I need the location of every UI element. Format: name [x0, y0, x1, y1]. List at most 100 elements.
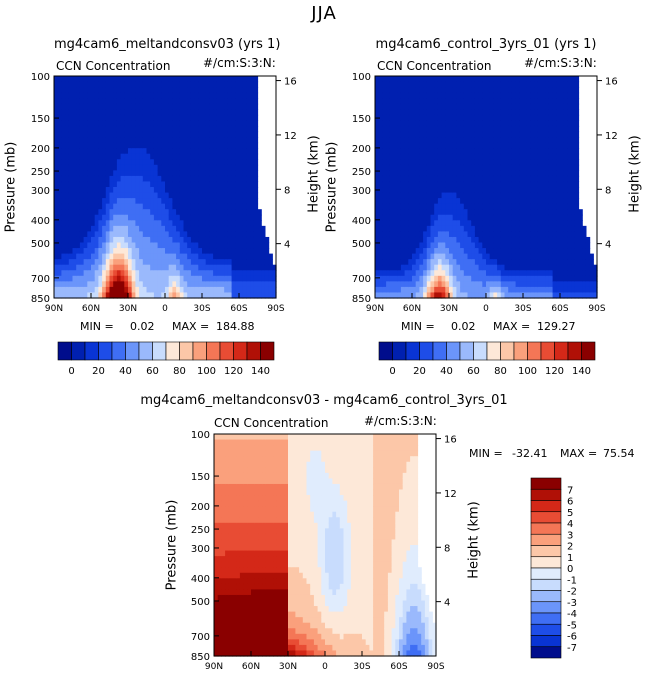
contour-cell — [205, 270, 210, 277]
contour-cell — [231, 148, 236, 155]
contour-cell — [415, 281, 420, 288]
contour-cell — [449, 264, 454, 271]
contour-cell — [102, 281, 107, 288]
contour-cell — [497, 142, 502, 149]
contour-cell — [456, 148, 461, 155]
contour-cell — [120, 253, 125, 260]
contour-cell — [408, 242, 413, 249]
contour-cell — [412, 192, 417, 199]
contour-cell — [213, 87, 218, 94]
contour-cell — [220, 120, 225, 127]
contour-cell — [216, 81, 222, 88]
contour-cell — [150, 236, 155, 244]
contour-cell — [214, 467, 219, 474]
contour-cell — [389, 153, 395, 160]
contour-cell — [519, 187, 524, 194]
contour-cell — [264, 292, 270, 299]
contour-cell — [423, 225, 428, 232]
contour-cell — [489, 92, 494, 99]
contour-cell — [560, 220, 565, 227]
contour-cell — [563, 259, 568, 266]
contour-cell — [478, 242, 483, 249]
contour-cell — [198, 109, 203, 116]
contour-cell — [426, 142, 432, 149]
contour-cell — [482, 76, 487, 83]
contour-cell — [225, 583, 230, 590]
contour-cell — [389, 81, 395, 88]
contour-cell — [426, 248, 432, 255]
contour-cell — [202, 148, 207, 155]
contour-cell — [242, 109, 247, 116]
panel2-min-label: MIN = — [401, 320, 435, 333]
contour-cell — [375, 214, 380, 221]
contour-cell — [202, 120, 207, 127]
contour-cell — [235, 187, 240, 194]
contour-cell — [98, 164, 103, 171]
contour-cell — [541, 292, 546, 299]
contour-cell — [79, 242, 85, 249]
contour-cell — [486, 231, 491, 238]
contour-cell — [526, 148, 531, 155]
contour-cell — [220, 76, 225, 83]
contour-cell — [231, 275, 236, 282]
contour-cell — [98, 137, 103, 144]
contour-cell — [497, 98, 502, 105]
contour-cell — [239, 286, 244, 294]
contour-cell — [489, 131, 494, 138]
contour-cell — [482, 220, 487, 227]
contour-cell — [235, 98, 240, 105]
contour-cell — [213, 76, 218, 83]
contour-cell — [202, 281, 207, 288]
contour-cell — [109, 164, 114, 171]
contour-cell — [441, 292, 446, 299]
contour-cell — [585, 292, 591, 299]
contour-cell — [382, 225, 387, 232]
contour-cell — [445, 248, 450, 255]
contour-cell — [400, 137, 406, 144]
contour-cell — [124, 264, 129, 271]
contour-cell — [537, 275, 543, 282]
contour-cell — [456, 137, 461, 144]
contour-cell — [471, 131, 476, 138]
contour-cell — [161, 220, 166, 227]
contour-cell — [61, 264, 66, 271]
contour-cell — [198, 98, 203, 105]
contour-cell — [404, 175, 409, 183]
contour-cell — [231, 153, 236, 160]
contour-cell — [231, 192, 236, 199]
contour-cell — [150, 253, 155, 260]
contour-cell — [397, 242, 402, 249]
contour-cell — [500, 281, 506, 288]
contour-cell — [109, 209, 114, 216]
contour-cell — [68, 125, 74, 133]
contour-cell — [65, 131, 70, 138]
contour-cell — [243, 472, 248, 479]
contour-cell — [556, 109, 561, 116]
contour-cell — [571, 225, 576, 232]
contour-cell — [534, 187, 539, 194]
contour-cell — [534, 209, 539, 216]
contour-cell — [386, 120, 391, 127]
contour-cell — [460, 142, 465, 149]
contour-cell — [434, 242, 439, 249]
contour-cell — [225, 461, 230, 468]
contour-cell — [474, 142, 480, 149]
contour-cell — [217, 489, 222, 496]
contour-cell — [224, 181, 229, 188]
contour-cell — [176, 181, 181, 188]
contour-cell — [519, 153, 524, 160]
contour-cell — [76, 203, 81, 210]
contour-cell — [83, 125, 88, 133]
contour-cell — [552, 231, 557, 238]
contour-cell — [65, 92, 70, 99]
contour-cell — [537, 81, 543, 88]
contour-cell — [545, 181, 550, 188]
contour-cell — [176, 192, 181, 199]
contour-cell — [382, 231, 387, 238]
contour-cell — [239, 164, 244, 171]
contour-cell — [493, 236, 498, 244]
contour-cell — [253, 187, 259, 194]
contour-cell — [526, 286, 531, 294]
contour-cell — [109, 131, 114, 138]
contour-cell — [434, 153, 439, 160]
